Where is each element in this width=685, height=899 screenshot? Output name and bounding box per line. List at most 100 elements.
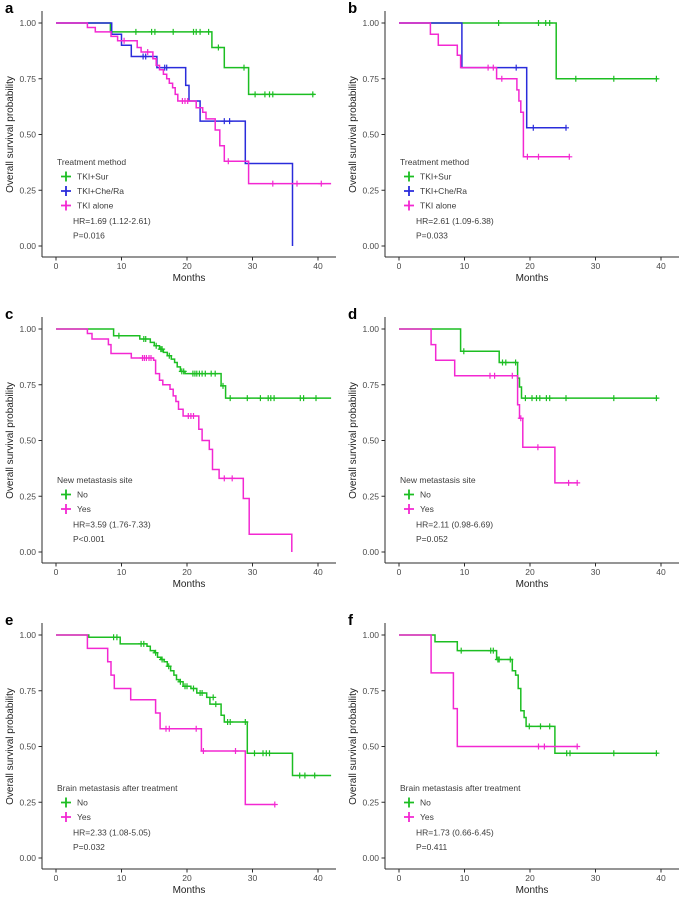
x-axis-label: Months	[173, 885, 206, 896]
legend-title: Brain metastasis after treatment	[57, 783, 178, 793]
survival-curve-TKI+Che/Ra	[56, 22, 294, 246]
x-tick-label: 30	[591, 873, 601, 883]
tick-labels: 0 10 20 30 40 0.00 0.25 0.50 0.75 1.00	[19, 18, 323, 271]
x-tick-label: 40	[313, 261, 323, 271]
survival-curve-No	[399, 634, 658, 754]
x-tick-label: 40	[313, 873, 323, 883]
x-tick-label: 40	[656, 567, 666, 577]
survival-curve-TKI alone	[399, 22, 570, 158]
hr-annotation: HR=1.69 (1.12-2.61)	[73, 216, 151, 226]
y-tick-label: 1.00	[19, 630, 36, 640]
x-tick-label: 30	[248, 873, 258, 883]
km-plot-a: 0 10 20 30 40 0.00 0.25 0.50 0.75 1.00 Months Overa…	[5, 11, 336, 284]
km-panel-e: e 0 10 20 30 40 0.00 0.25 0.50 0.75 1.00 Months Ove…	[0, 600, 342, 899]
y-axis-label: Overall survival probability	[348, 76, 359, 193]
p-value-annotation: P<0.001	[73, 534, 105, 544]
y-tick-label: 0.25	[362, 185, 379, 195]
x-tick-label: 20	[182, 873, 192, 883]
y-tick-label: 1.00	[362, 18, 379, 28]
y-tick-label: 0.00	[19, 853, 36, 863]
legend-item-label: No	[420, 798, 431, 808]
censor-marks-Yes	[535, 743, 581, 750]
censor-marks-TKI+Che/Ra	[140, 53, 233, 125]
y-tick-label: 0.25	[362, 491, 379, 501]
legend: Treatment method TKI+Sur TKI+Che/Ra TKI alo…	[57, 157, 151, 241]
censor-marks-Yes	[139, 355, 236, 482]
hr-annotation: HR=1.73 (0.66-6.45)	[416, 828, 494, 838]
legend-item-label: TKI alone	[77, 201, 114, 211]
x-tick-label: 20	[182, 261, 192, 271]
survival-curve-TKI+Sur	[399, 22, 658, 80]
p-value-annotation: P=0.411	[416, 842, 448, 852]
x-tick-label: 20	[182, 567, 192, 577]
legend-title: Brain metastasis after treatment	[400, 783, 521, 793]
x-tick-label: 30	[591, 261, 601, 271]
legend-key-plus-icon	[404, 812, 414, 822]
km-panel-a: a 0 10 20 30 40 0.00 0.25 0.50 0.75 1.00 Months Ove…	[0, 0, 342, 300]
km-plot-b: 0 10 20 30 40 0.00 0.25 0.50 0.75 1.00 Months Overa…	[348, 11, 679, 284]
y-tick-label: 0.50	[362, 436, 379, 446]
x-tick-label: 10	[117, 873, 127, 883]
legend-item-label: No	[77, 490, 88, 500]
y-axis-label: Overall survival probability	[348, 688, 359, 805]
y-tick-label: 0.00	[362, 547, 379, 557]
x-tick-label: 20	[525, 567, 535, 577]
km-panel-c: c 0 10 20 30 40 0.00 0.25 0.50 0.75 1.00 Months Ove…	[0, 300, 342, 600]
y-axis-label: Overall survival probability	[5, 76, 16, 193]
legend-item-label: TKI+Che/Ra	[77, 186, 124, 196]
legend-key-plus-icon	[404, 171, 414, 182]
censor-marks-TKI+Sur	[495, 20, 660, 82]
survival-curve-No	[56, 634, 332, 777]
censor-marks-Yes	[163, 725, 278, 808]
axes	[381, 623, 679, 873]
panel-letter-c: c	[5, 306, 14, 323]
censor-marks-No	[460, 348, 660, 402]
axes	[381, 317, 679, 567]
y-tick-label: 0.00	[19, 547, 36, 557]
x-tick-label: 0	[397, 873, 402, 883]
censor-marks-Yes	[487, 372, 581, 486]
x-tick-label: 40	[313, 567, 323, 577]
legend-key-plus-icon	[61, 504, 71, 514]
survival-curve-TKI alone	[56, 22, 332, 185]
tick-labels: 0 10 20 30 40 0.00 0.25 0.50 0.75 1.00	[19, 324, 323, 577]
legend: Brain metastasis after treatment No Yes HR=…	[400, 783, 521, 852]
legend-key-plus-icon	[61, 200, 71, 211]
y-tick-label: 0.25	[362, 797, 379, 807]
x-tick-label: 20	[525, 261, 535, 271]
x-axis-label: Months	[516, 273, 549, 284]
legend-item-label: Yes	[420, 812, 434, 822]
censor-marks-No	[110, 634, 318, 779]
x-tick-label: 0	[54, 567, 59, 577]
x-tick-label: 30	[248, 261, 258, 271]
legend: New metastasis site No Yes HR=2.11 (0.98-6.…	[400, 475, 493, 544]
x-tick-label: 10	[460, 567, 470, 577]
y-tick-label: 0.75	[19, 380, 36, 390]
legend-key-plus-icon	[404, 504, 414, 514]
y-tick-label: 0.75	[362, 380, 379, 390]
legend-item-label: Yes	[77, 504, 91, 514]
p-value-annotation: P=0.033	[416, 231, 448, 241]
survival-curve-Yes	[56, 634, 276, 806]
hr-annotation: HR=2.61 (1.09-6.38)	[416, 216, 494, 226]
legend-title: New metastasis site	[57, 475, 133, 485]
legend-item-label: TKI+Che/Ra	[420, 186, 467, 196]
survival-curve-Yes	[399, 634, 578, 748]
y-tick-label: 0.00	[362, 241, 379, 251]
survival-curve-Yes	[56, 328, 293, 552]
legend-key-plus-icon	[404, 797, 414, 808]
y-tick-label: 0.75	[362, 74, 379, 84]
km-plot-c: 0 10 20 30 40 0.00 0.25 0.50 0.75 1.00 Months Overa…	[5, 317, 336, 590]
legend-key-plus-icon	[61, 171, 71, 182]
legend: Brain metastasis after treatment No Yes HR=…	[57, 783, 178, 852]
survival-curve-TKI+Che/Ra	[399, 22, 567, 129]
y-tick-label: 1.00	[362, 630, 379, 640]
y-tick-label: 0.50	[362, 742, 379, 752]
panel-letter-f: f	[348, 612, 353, 629]
survival-curve-No	[399, 328, 658, 399]
censor-marks-TKI alone	[485, 64, 573, 160]
censor-marks-TKI+Che/Ra	[513, 64, 569, 131]
x-tick-label: 0	[397, 567, 402, 577]
legend-item-label: TKI+Sur	[77, 172, 109, 182]
